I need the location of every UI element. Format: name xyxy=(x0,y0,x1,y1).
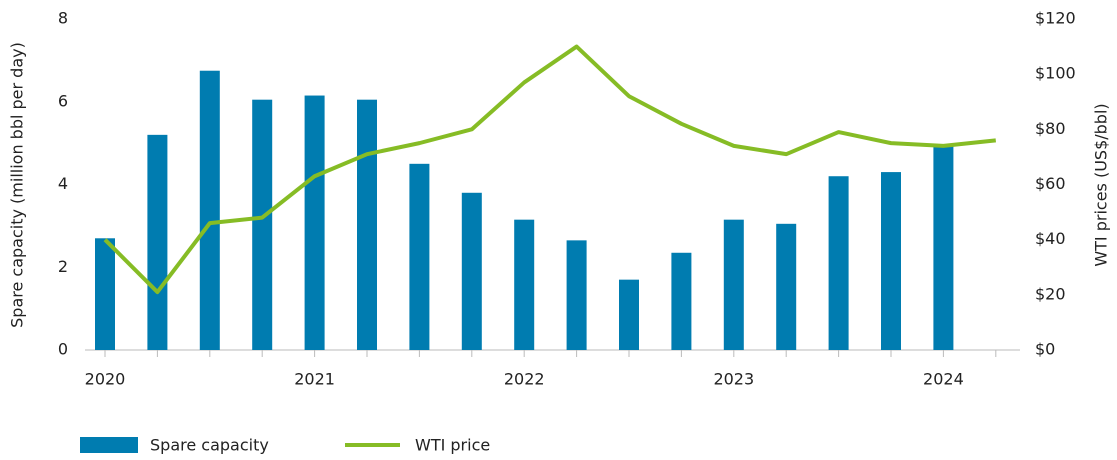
y-tick-label: 4 xyxy=(58,174,68,193)
legend-label: WTI price xyxy=(415,436,490,455)
x-tick-label: 2020 xyxy=(85,370,126,389)
y2-axis-label: WTI prices (US$/bbl) xyxy=(1092,103,1111,266)
y-tick-label: 8 xyxy=(58,9,68,28)
y-axis-label: Spare capacity (million bbl per day) xyxy=(8,42,27,328)
line xyxy=(103,44,997,295)
x-tick-label: 2024 xyxy=(923,370,964,389)
bar xyxy=(357,99,377,351)
bar xyxy=(723,219,744,350)
bar xyxy=(566,240,587,350)
x-tick-label: 2021 xyxy=(294,370,335,389)
bar xyxy=(304,95,325,350)
bar xyxy=(461,192,482,350)
bar xyxy=(409,163,430,350)
y2-tick-label: $40 xyxy=(1035,229,1066,248)
y-tick-label: 2 xyxy=(58,257,68,276)
y-tick-label: 6 xyxy=(58,91,68,110)
bar xyxy=(252,99,273,351)
bar xyxy=(828,176,849,350)
y2-tick-label: $120 xyxy=(1035,9,1076,28)
x-tick-label: 2023 xyxy=(713,370,754,389)
x-tick-label: 2022 xyxy=(504,370,545,389)
legend-swatch xyxy=(80,437,138,453)
y2-tick-label: $0 xyxy=(1035,340,1055,359)
y-tick-label: 0 xyxy=(58,340,68,359)
y2-tick-label: $20 xyxy=(1035,284,1066,303)
y2-tick-label: $60 xyxy=(1035,174,1066,193)
bar xyxy=(881,172,901,350)
bar xyxy=(514,219,535,350)
bar xyxy=(95,238,115,350)
bar xyxy=(933,145,954,350)
bar xyxy=(671,252,692,350)
bar xyxy=(619,279,639,350)
bar xyxy=(776,223,797,350)
y2-tick-label: $80 xyxy=(1035,119,1066,138)
bar xyxy=(199,70,220,350)
bar xyxy=(147,134,168,350)
legend-label: Spare capacity xyxy=(150,436,269,455)
y2-tick-label: $100 xyxy=(1035,64,1076,83)
